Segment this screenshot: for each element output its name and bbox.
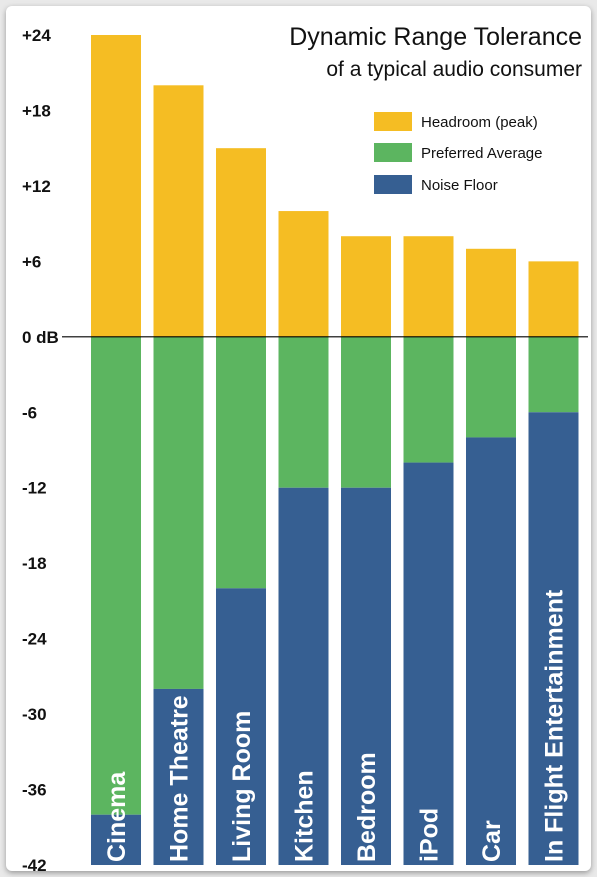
category-label-bedroom: Bedroom: [353, 752, 381, 862]
legend-label-headroom-peak: Headroom (peak): [421, 114, 538, 131]
category-label-living-room: Living Room: [228, 711, 256, 862]
bar-noise-floor-in-flight-entertainment: [528, 412, 579, 865]
y-tick-label: -18: [22, 554, 47, 573]
bar-headroom-peak-ipod: [403, 236, 454, 337]
category-labels: Cinema Home Theatre Living Room Kitchen Bedr…: [103, 589, 569, 862]
bar-preferred-average-living-room: [216, 336, 266, 589]
bar-headroom-peak-home-theatre: [153, 85, 204, 337]
y-tick-label: -24: [22, 630, 47, 649]
legend-swatch-headroom-peak: [374, 112, 412, 131]
y-tick-label: +24: [22, 26, 51, 45]
y-tick-label: -42: [22, 856, 47, 875]
chart-title: Dynamic Range Tolerance: [289, 23, 582, 51]
legend: Headroom (peak) Preferred Average Noise Fl…: [374, 112, 542, 194]
category-label-kitchen: Kitchen: [291, 770, 319, 862]
legend-swatch-preferred-average: [374, 143, 412, 162]
y-tick-label: -30: [22, 705, 47, 724]
bar-preferred-average-in-flight-entertainment: [528, 336, 579, 413]
category-label-cinema: Cinema: [103, 771, 131, 862]
bar-headroom-peak-bedroom: [341, 236, 391, 337]
y-tick-label: -36: [22, 781, 47, 800]
y-tick-label: +18: [22, 101, 51, 120]
category-label-in-flight-entertainment: In Flight Entertainment: [541, 589, 569, 862]
category-label-car: Car: [478, 820, 506, 862]
bar-preferred-average-cinema: [91, 336, 141, 815]
bar-preferred-average-kitchen: [278, 336, 329, 488]
bar-headroom-peak-living-room: [216, 148, 266, 337]
category-label-ipod: iPod: [416, 808, 444, 862]
bar-noise-floor-cinema: [91, 814, 141, 865]
y-tick-label: +12: [22, 177, 51, 196]
y-tick-label: +6: [22, 252, 41, 271]
bars-layer: [91, 35, 579, 865]
y-axis: +24 +18 +12 +6 0 dB -6 -12 -18 -24 -30 -36 -42: [22, 26, 59, 875]
bar-preferred-average-ipod: [403, 336, 454, 463]
bar-preferred-average-bedroom: [341, 336, 391, 488]
bar-headroom-peak-kitchen: [278, 211, 329, 337]
bar-noise-floor-car: [466, 437, 516, 865]
category-label-home-theatre: Home Theatre: [166, 695, 194, 862]
bar-noise-floor-bedroom: [341, 487, 391, 865]
bar-noise-floor-ipod: [403, 462, 454, 865]
y-tick-label: -6: [22, 403, 37, 422]
legend-label-preferred-average: Preferred Average: [421, 145, 542, 162]
y-tick-label: -12: [22, 479, 47, 498]
bar-noise-floor-home-theatre: [153, 688, 204, 865]
bar-preferred-average-car: [466, 336, 516, 438]
bar-preferred-average-home-theatre: [153, 336, 204, 689]
legend-swatch-noise-floor: [374, 175, 412, 194]
y-tick-label: 0 dB: [22, 328, 59, 347]
bar-headroom-peak-in-flight-entertainment: [528, 261, 579, 337]
chart-subtitle: of a typical audio consumer: [326, 58, 582, 81]
bar-headroom-peak-car: [466, 248, 516, 337]
bar-headroom-peak-cinema: [91, 35, 141, 337]
legend-label-noise-floor: Noise Floor: [421, 177, 498, 194]
bar-noise-floor-living-room: [216, 588, 266, 865]
bar-noise-floor-kitchen: [278, 487, 329, 865]
